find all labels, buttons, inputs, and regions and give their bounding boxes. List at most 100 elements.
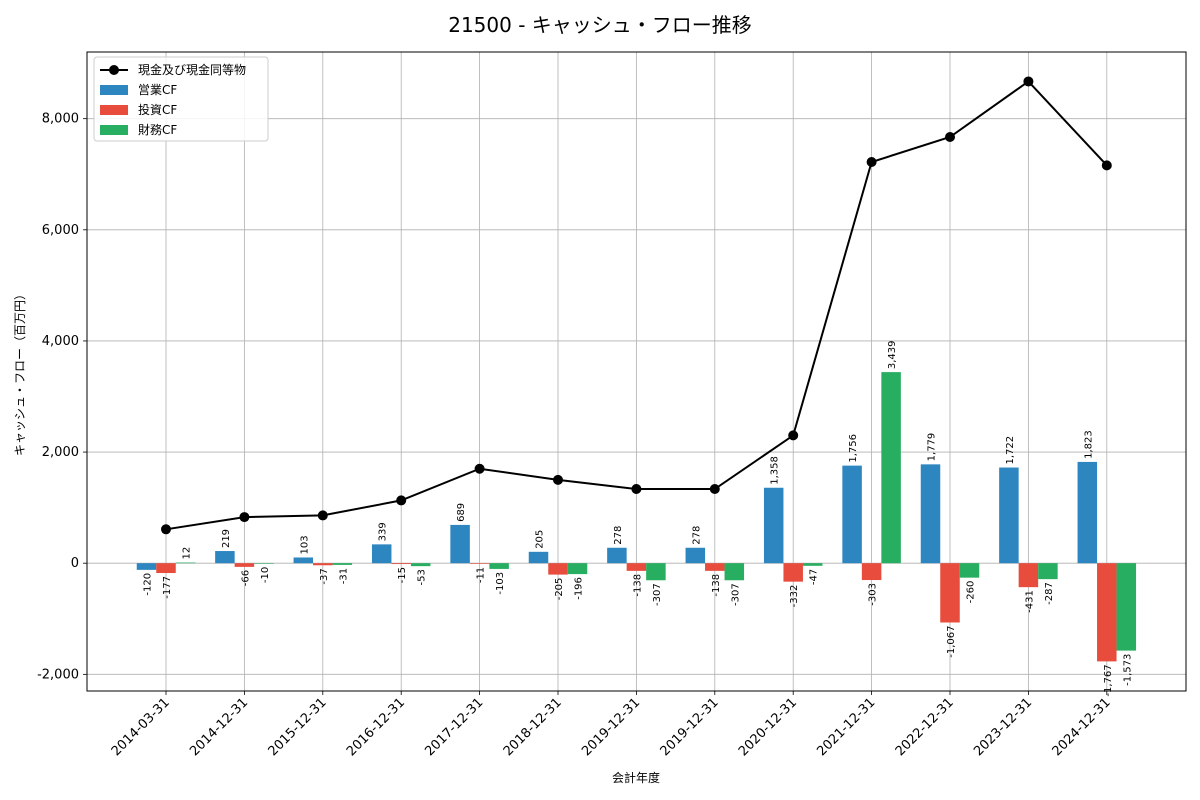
bar-value-label: -10 [260,567,271,583]
bar [489,563,509,569]
bar [469,563,490,564]
bar [391,563,411,565]
x-tick-label: 2024-12-31 [1050,695,1114,759]
bar [136,563,157,570]
bar-value-label: -11 [476,567,487,583]
bar [548,563,568,575]
y-tick-label: 0 [71,556,79,571]
bar [724,563,745,581]
y-tick-label: 6,000 [42,223,79,238]
bar-value-label: 278 [613,526,624,545]
x-tick-label: 2014-12-31 [187,695,251,759]
x-tick-label: 2021-12-31 [814,695,878,759]
bar [802,563,823,566]
cash-balance-point [1101,160,1112,171]
bar-value-label: -66 [240,570,251,586]
bar-label-layer: -120 219 103 339 689 205 278 278 1,358 1,756 1,779… [143,340,1134,696]
bar [1038,563,1058,580]
bar-value-label: 205 [535,530,546,549]
legend-label: 現金及び現金同等物 [138,62,246,77]
bar-value-label: -196 [574,577,585,600]
bar-value-label: 12 [182,547,193,560]
legend-box [93,56,269,142]
bar [567,563,588,575]
bar-value-label: -120 [143,573,154,596]
bar-value-label: -37 [319,568,330,584]
cash-balance-point [1023,76,1034,87]
bar-value-label: -307 [730,583,741,606]
cash-balance-point [239,512,250,523]
x-axis-label: 会計年度 [612,770,660,785]
bar-value-label: -53 [417,569,428,585]
bar-value-label: 1,722 [1005,436,1016,465]
bar-value-label: 3,439 [887,340,898,369]
bar-value-label: -287 [1044,582,1055,605]
bar-value-label: 219 [221,529,232,548]
x-tick-label: 2023-12-31 [971,695,1035,759]
bar-value-label: -177 [162,576,173,599]
bar [1097,563,1117,662]
cash-balance-point [553,474,563,485]
x-tick-label: 2014-03-31 [109,695,173,759]
cash-balance-point [709,484,720,495]
bar-value-label: 1,358 [770,456,781,485]
cash-balance-point [396,495,407,506]
bar [1018,563,1039,588]
bar [1077,461,1098,564]
bar [999,467,1019,564]
cash-balance-point [317,510,328,521]
bar-value-label: 278 [691,526,702,545]
cash-balance-point [161,524,171,535]
bar [234,563,255,567]
bar [842,465,862,564]
y-tick-label: 4,000 [42,334,79,349]
bar-value-label: -47 [809,569,820,585]
bar-value-label: -103 [495,572,506,595]
legend-swatch [100,125,128,135]
bar [607,547,627,564]
bar [371,544,392,564]
cash-balance-point [788,430,799,441]
bar [959,563,980,578]
bar [528,551,549,564]
bar-value-label: -31 [338,568,349,584]
cash-balance-point [474,463,485,474]
cash-balance-point [866,157,877,168]
y-tick-label: 8,000 [42,112,79,127]
legend-swatch [100,85,128,95]
line-layer [161,76,1112,535]
bar-value-label: -303 [868,583,879,606]
cash-balance-point [945,132,955,143]
bar-value-label: -15 [397,567,408,583]
bar-layer [136,372,1137,662]
x-tick-label: 2017-12-31 [422,695,486,759]
y-axis-label: キャッシュ・フロー（百万円） [13,288,27,456]
bar-value-label: 339 [378,522,389,541]
bar [156,563,176,574]
bar [685,547,706,564]
bar [450,524,470,564]
bar-value-label: 689 [456,503,467,522]
bar-value-label: 103 [299,535,310,554]
bar [175,562,196,564]
bar [215,551,235,564]
bar [646,563,666,581]
bar [763,487,784,564]
bar [783,563,803,582]
bar [920,464,941,564]
bar [861,563,882,581]
bar [881,372,901,564]
bar [254,563,274,564]
legend-label: 投資CF [138,102,177,117]
x-tick-label: 2016-12-31 [344,695,408,759]
bar [626,563,647,571]
bar [332,563,353,565]
x-tick-label: 2020-12-31 [736,695,800,759]
bar [1116,563,1137,651]
bar-value-label: -205 [554,578,565,601]
x-tick-label: 2018-12-31 [501,695,565,759]
bar-value-label: 1,756 [848,434,859,463]
cash-balance-point [631,484,642,495]
bar-value-label: -332 [789,585,800,608]
